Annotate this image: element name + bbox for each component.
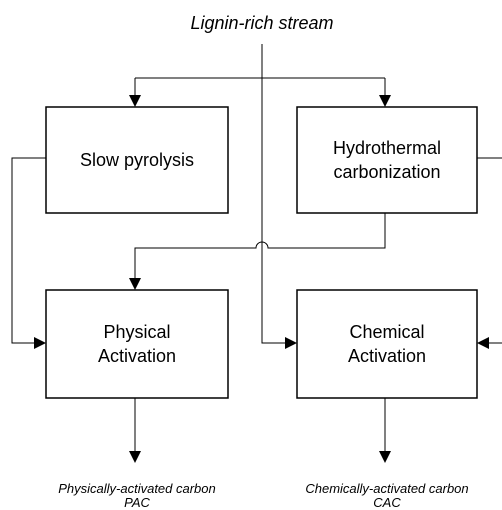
output-label: Chemically-activated carbon <box>305 481 468 496</box>
node-label: Hydrothermal <box>333 138 441 158</box>
node-label: carbonization <box>333 162 440 182</box>
output-label: PAC <box>124 495 150 510</box>
labels: Slow pyrolysis Hydrothermal carbonization P… <box>58 138 468 510</box>
node-label: Activation <box>98 346 176 366</box>
connectors <box>11 44 502 463</box>
node-label: Physical <box>103 322 170 342</box>
output-label: CAC <box>373 495 401 510</box>
node-label: Slow pyrolysis <box>80 150 194 170</box>
node-label: Chemical <box>349 322 424 342</box>
title: Lignin-rich stream <box>190 13 333 33</box>
node-box <box>296 106 478 214</box>
node-box <box>296 289 478 399</box>
output-label: Physically-activated carbon <box>58 481 216 496</box>
node-box <box>45 106 229 214</box>
node-box <box>45 289 229 399</box>
node-label: Activation <box>348 346 426 366</box>
